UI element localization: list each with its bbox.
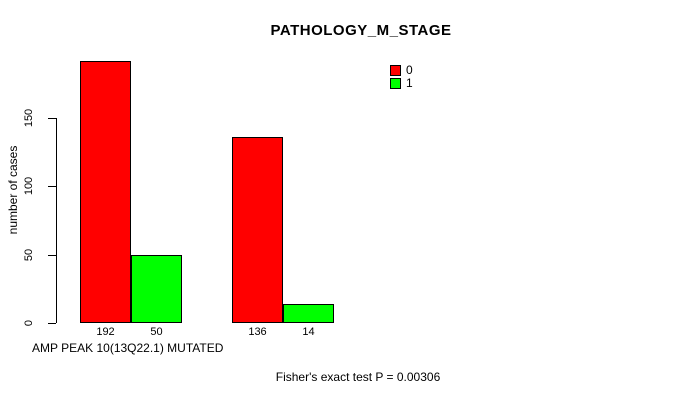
y-axis-tick-label: 0 [23,319,35,327]
legend-label-0: 0 [406,63,413,77]
bar-count-label: 136 [248,326,267,338]
y-axis-tick [48,186,56,188]
legend-label-1: 1 [406,76,413,90]
bar-count-label: 50 [150,326,163,338]
bar-series-0-group1 [80,60,131,323]
bar-count-label: 192 [96,326,115,338]
x-axis-label: AMP PEAK 10(13Q22.1) MUTATED [32,341,224,355]
y-axis-tick-label: 50 [23,248,35,261]
bar-series-1-group2 [283,303,334,323]
y-axis-title: number of cases [6,145,20,235]
legend: 0 1 [390,63,413,91]
bar-series-0-group2 [232,137,283,323]
bar-count-label: 14 [302,326,315,338]
y-axis-tick-label: 100 [23,177,35,196]
y-axis-tick [48,118,56,119]
y-axis-line [56,118,57,323]
fisher-test-annotation: Fisher's exact test P = 0.00306 [275,370,441,384]
legend-item-1: 1 [390,76,413,90]
y-axis-tick [48,254,56,256]
legend-swatch-green [390,78,401,89]
y-axis-tick [48,323,56,324]
chart-title: PATHOLOGY_M_STAGE [270,22,452,39]
y-axis-tick-label: 150 [23,108,35,128]
legend-item-0: 0 [390,63,413,77]
bar-series-1-group1 [131,254,182,323]
legend-swatch-red [390,65,401,76]
